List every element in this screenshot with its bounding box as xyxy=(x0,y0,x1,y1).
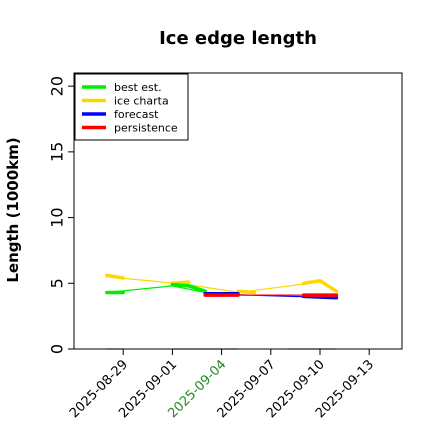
series-line-best-est--7 xyxy=(170,282,207,293)
y-tick-label-15: 15 xyxy=(48,142,67,162)
plot-frame xyxy=(73,72,403,350)
chart-title: Ice edge length xyxy=(159,28,317,49)
y-tick-label-20: 20 xyxy=(48,76,67,96)
plot-area xyxy=(105,273,339,350)
series-line-ice-charta-0 xyxy=(106,276,321,294)
series-line-ice-charta-1 xyxy=(105,273,125,280)
legend-label-3: persistence xyxy=(114,121,178,134)
legend-label-0: best est. xyxy=(114,81,162,94)
y-axis-label: Length (1000km) xyxy=(4,137,22,282)
series-line-ice-charta-4 xyxy=(301,278,339,293)
y-tick-label-5: 5 xyxy=(48,278,67,288)
y-axis: 0 5 10 15 20 xyxy=(48,76,74,354)
legend-label-1: ice charta xyxy=(114,94,169,107)
x-axis: 2025-08-292025-09-012025-09-042025-09-07… xyxy=(67,349,377,421)
legend-label-2: forecast xyxy=(114,108,159,121)
y-tick-label-10: 10 xyxy=(48,207,67,227)
y-tick-label-0: 0 xyxy=(48,344,67,354)
series-line-ice-charta-3 xyxy=(236,289,257,295)
